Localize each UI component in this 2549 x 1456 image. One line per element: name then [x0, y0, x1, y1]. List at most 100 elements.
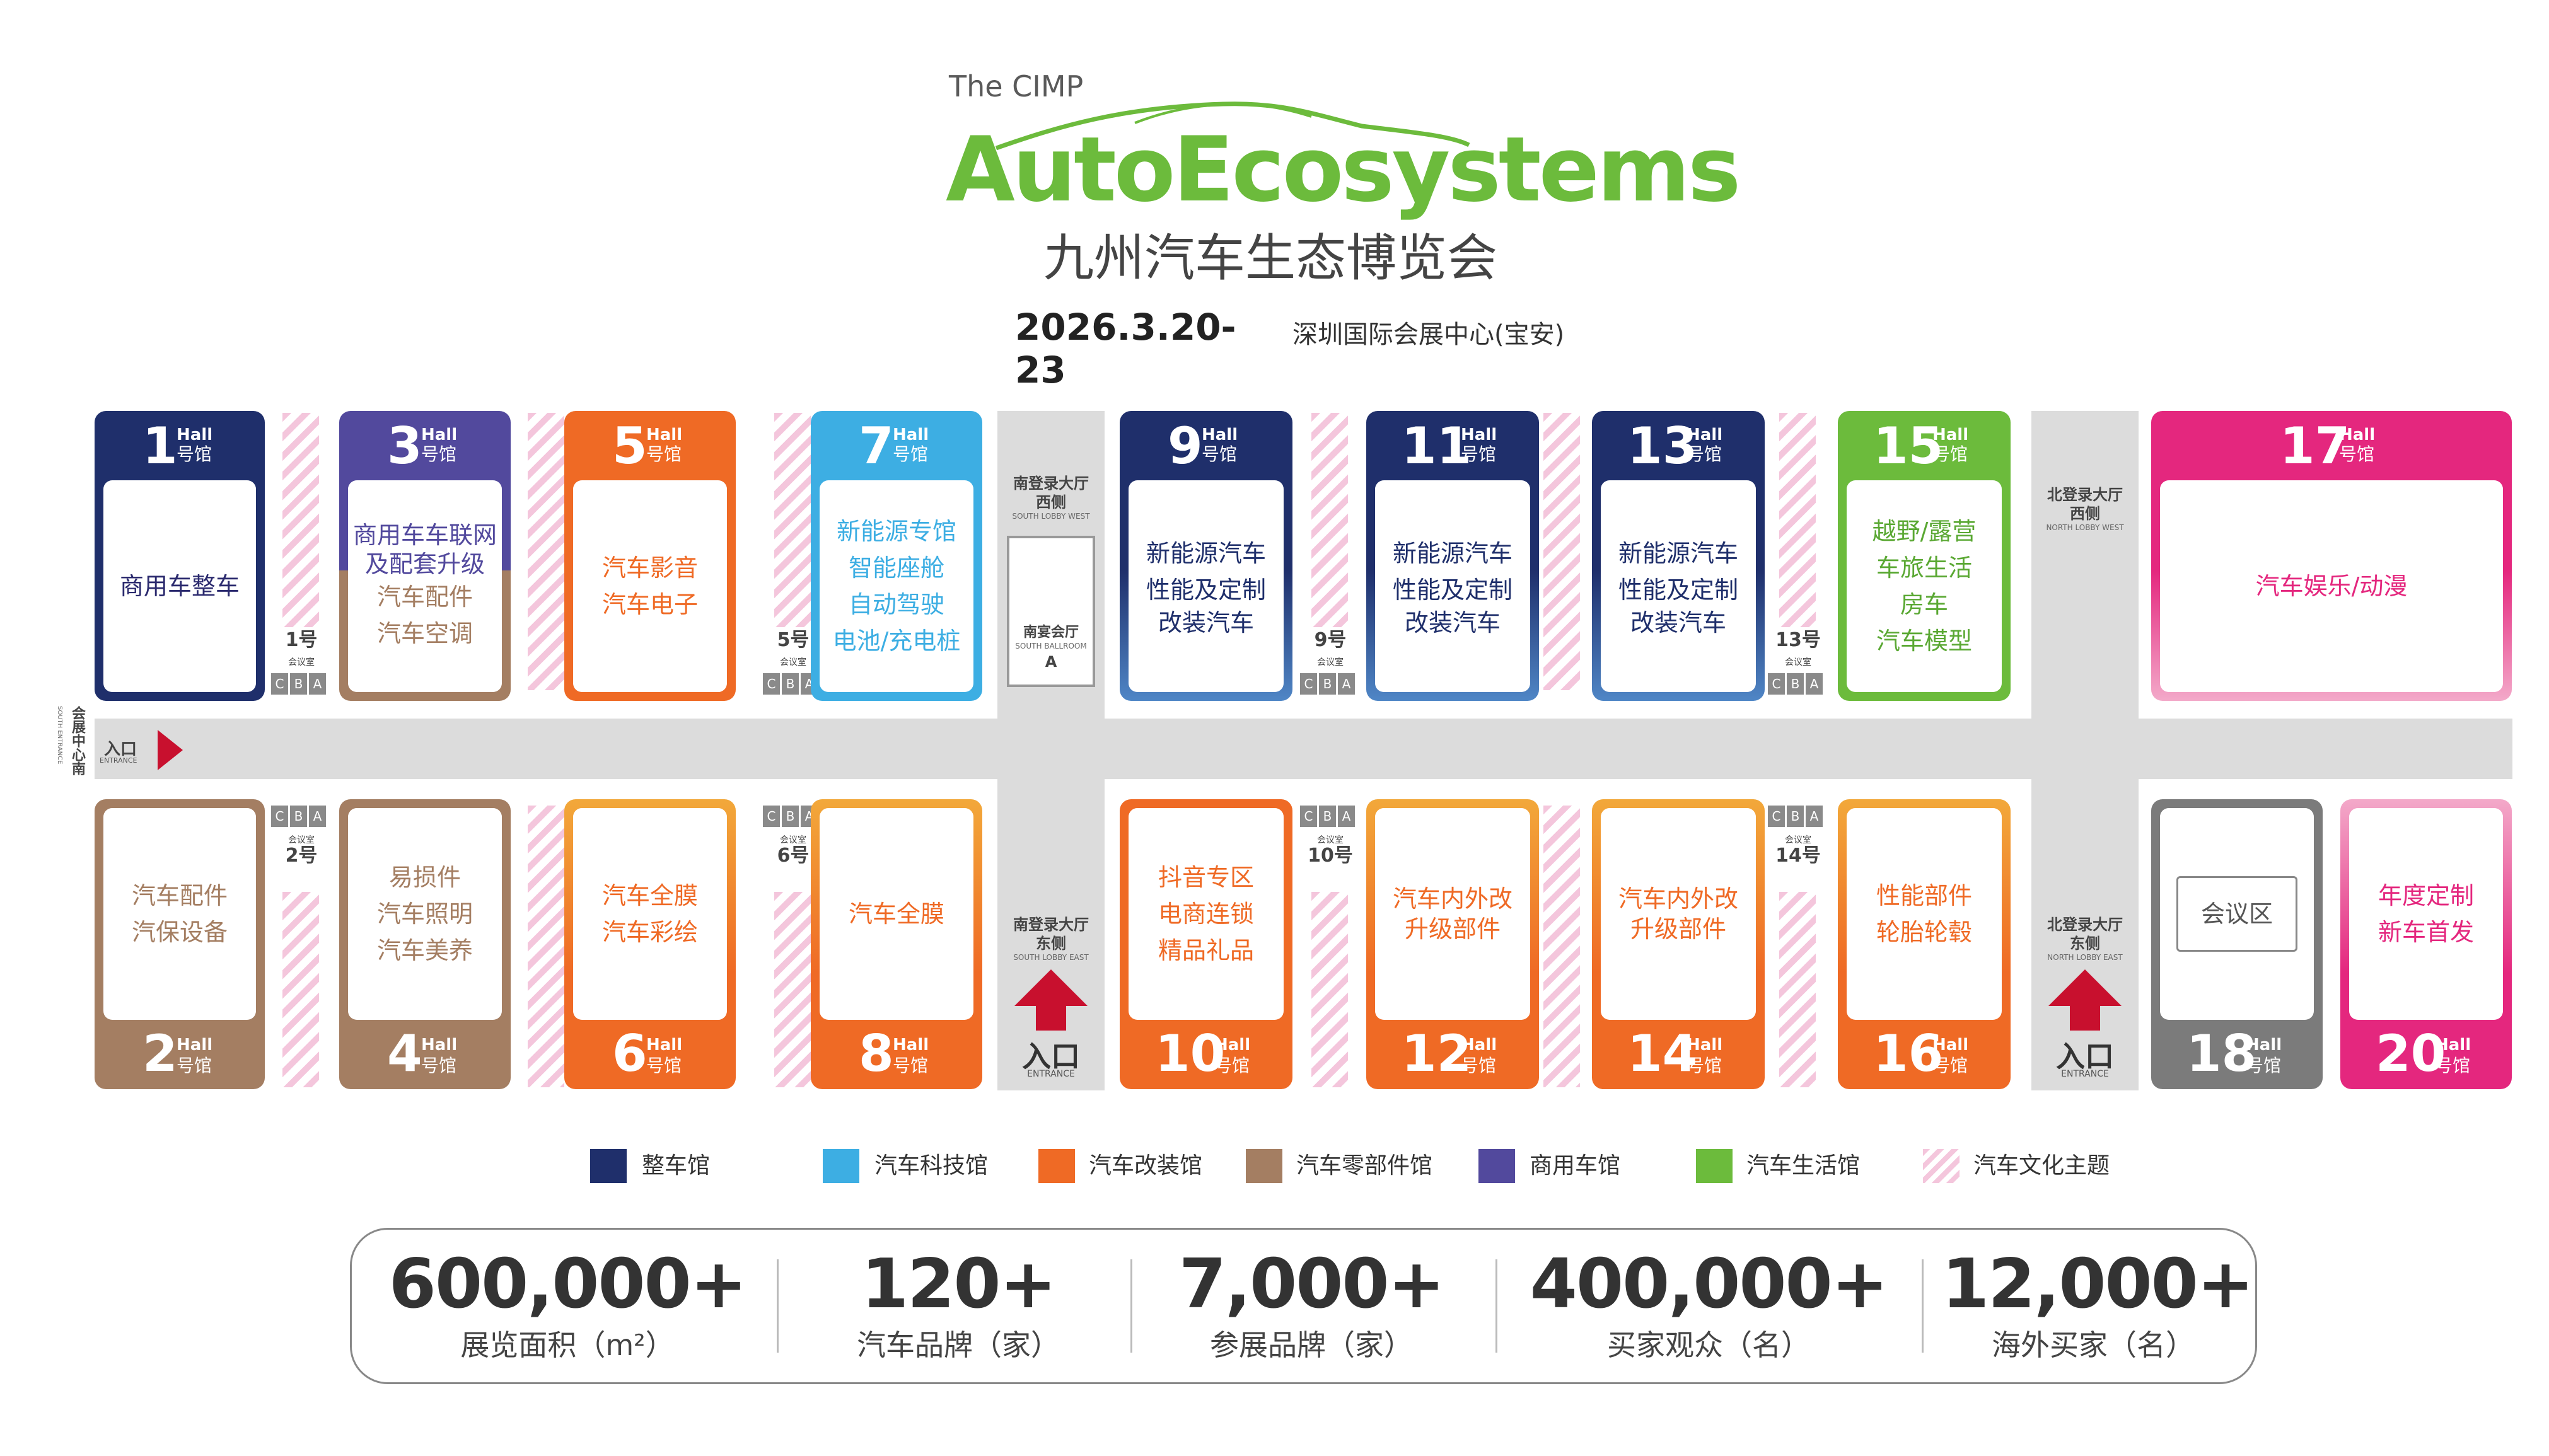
hall-6[interactable]: 6 Hall 号馆 汽车全膜 汽车彩绘 — [564, 799, 736, 1089]
hall-14[interactable]: 14 Hall 号馆 汽车内外改 升级部件 — [1592, 799, 1765, 1089]
hall-content: 越野/露营 车旅生活 房车 汽车模型 — [1847, 480, 2002, 692]
hall-4[interactable]: 4 Hall 号馆 易损件 汽车照明 汽车美养 — [339, 799, 511, 1089]
hall-number: 3 — [387, 417, 422, 475]
entrance-arrow-stem — [1036, 1005, 1066, 1031]
room-b[interactable]: B — [290, 806, 307, 827]
meeting-room-label: 会议室 — [1317, 835, 1344, 845]
room-a[interactable]: A — [1338, 806, 1355, 827]
hall-line: 汽车全膜 — [601, 882, 698, 910]
hall-cn-label: 号馆 — [177, 1055, 212, 1076]
room-c[interactable]: C — [1300, 673, 1317, 695]
stat-value: 7,000+ — [1178, 1245, 1445, 1324]
hall-en-label: Hall — [177, 1036, 213, 1054]
hall-11[interactable]: 11 Hall 号馆 新能源汽车 性能及定制 改装汽车 — [1366, 411, 1539, 701]
south-lobby-east-label: 南登录大厅 — [1013, 916, 1089, 933]
hall-en-label: Hall — [1687, 425, 1723, 444]
hall-3[interactable]: 3 Hall 号馆 商用车车联网 及配套升级 汽车配件 汽车空调 — [339, 411, 511, 701]
hall-en-label: Hall — [421, 425, 458, 444]
legend-label: 汽车科技馆 — [874, 1153, 989, 1179]
room-b[interactable]: B — [782, 806, 799, 827]
hall-10[interactable]: 10 Hall 号馆 抖音专区 电商连锁 精品礼品 — [1120, 799, 1292, 1089]
hall-line: 改装汽车 — [1404, 609, 1501, 637]
hall-line: 改装汽车 — [1158, 609, 1254, 637]
room-a[interactable]: A — [309, 673, 326, 695]
car-outline-icon — [995, 101, 1470, 151]
room-b[interactable]: B — [290, 673, 307, 695]
room-c[interactable]: C — [271, 806, 288, 827]
hall-en-label: Hall — [646, 425, 683, 444]
hall-1[interactable]: 1 Hall 号馆 商用车整车 — [95, 411, 265, 701]
north-lobby-east-en: NORTH LOBBY EAST — [2047, 953, 2123, 962]
hall-2[interactable]: 2 Hall 号馆 汽车配件 汽保设备 — [95, 799, 265, 1089]
hall-line: 商用车车联网 — [352, 521, 497, 549]
meeting-room-number: 10号 — [1308, 845, 1353, 867]
hall-line: 改装汽车 — [1630, 609, 1726, 637]
hall-cn-label: 号馆 — [2339, 444, 2375, 465]
hall-number: 8 — [859, 1024, 894, 1083]
room-b[interactable]: B — [1319, 673, 1336, 695]
hall-line: 汽车配件 — [376, 583, 473, 611]
room-b[interactable]: B — [1319, 806, 1336, 827]
hall-15[interactable]: 15 Hall 号馆 越野/露营 车旅生活 房车 汽车模型 — [1838, 411, 2011, 701]
hall-7[interactable]: 7 Hall 号馆 新能源专馆 智能座舱 自动驾驶 电池/充电桩 — [811, 411, 982, 701]
hall-12[interactable]: 12 Hall 号馆 汽车内外改 升级部件 — [1366, 799, 1539, 1089]
hall-number: 18 — [2186, 1024, 2257, 1083]
hall-content: 汽车内外改 升级部件 — [1375, 808, 1530, 1020]
hall-13[interactable]: 13 Hall 号馆 新能源汽车 性能及定制 改装汽车 — [1592, 411, 1765, 701]
hall-line: 自动驾驶 — [848, 591, 944, 618]
hall-16[interactable]: 16 Hall 号馆 性能部件 轮胎轮毂 — [1838, 799, 2011, 1089]
room-a[interactable]: A — [1338, 673, 1355, 695]
south-ballroom[interactable] — [1007, 536, 1095, 687]
hall-8[interactable]: 8 Hall 号馆 汽车全膜 — [811, 799, 982, 1089]
legend-label: 汽车生活馆 — [1746, 1153, 1861, 1179]
room-b[interactable]: B — [1787, 673, 1804, 695]
hall-en-label: Hall — [2339, 425, 2376, 444]
stat-label: 汽车品牌（家） — [857, 1328, 1060, 1362]
hall-content: 易损件 汽车照明 汽车美养 — [348, 808, 502, 1020]
room-a[interactable]: A — [1806, 673, 1823, 695]
hall-9[interactable]: 9 Hall 号馆 新能源汽车 性能及定制 改装汽车 — [1120, 411, 1292, 701]
legend-swatch-tech — [823, 1149, 859, 1183]
hall-en-label: Hall — [646, 1036, 683, 1054]
hall-en-label: Hall — [893, 425, 929, 444]
room-c[interactable]: C — [763, 806, 780, 827]
hall-en-label: Hall — [2435, 1036, 2471, 1054]
meeting-room-label: 会议室 — [288, 835, 315, 845]
culture-theme-stripe — [528, 806, 564, 1087]
entrance-arrow-stem — [2070, 1005, 2100, 1031]
room-c[interactable]: C — [1300, 806, 1317, 827]
room-c[interactable]: C — [271, 673, 288, 695]
hall-cn-label: 号馆 — [1687, 444, 1722, 465]
hall-cn-label: 号馆 — [1932, 1055, 1968, 1076]
hall-17[interactable]: 17 Hall 号馆 汽车娱乐/动漫 — [2151, 411, 2512, 701]
south-ballroom-letter: A — [1045, 653, 1057, 671]
north-lobby-east-side: 东侧 — [2070, 935, 2100, 952]
room-b[interactable]: B — [1787, 806, 1804, 827]
stat-label: 参展品牌（家） — [1210, 1328, 1413, 1362]
room-c[interactable]: C — [763, 673, 780, 695]
hall-20[interactable]: 20 Hall 号馆 年度定制 新车首发 — [2340, 799, 2512, 1089]
room-c[interactable]: C — [1768, 806, 1785, 827]
room-a[interactable]: A — [1806, 806, 1823, 827]
meeting-room-label: 会议室 — [780, 835, 806, 845]
hall-18[interactable]: 18 Hall 号馆 会议区 — [2151, 799, 2323, 1089]
hall-cn-label: 号馆 — [893, 444, 929, 465]
room-c[interactable]: C — [1768, 673, 1785, 695]
hall-line: 性能及定制 — [1392, 576, 1513, 604]
hall-5[interactable]: 5 Hall 号馆 汽车影音 汽车电子 — [564, 411, 736, 701]
legend-swatch-culture — [1923, 1149, 1960, 1183]
room-a[interactable]: A — [309, 806, 326, 827]
meeting-room-number: 2号 — [285, 845, 318, 867]
room-b[interactable]: B — [782, 673, 799, 695]
north-lobby-west-side: 西侧 — [2070, 505, 2100, 523]
hall-line: 升级部件 — [1630, 915, 1726, 943]
legend-swatch-lifestyle — [1696, 1149, 1733, 1183]
